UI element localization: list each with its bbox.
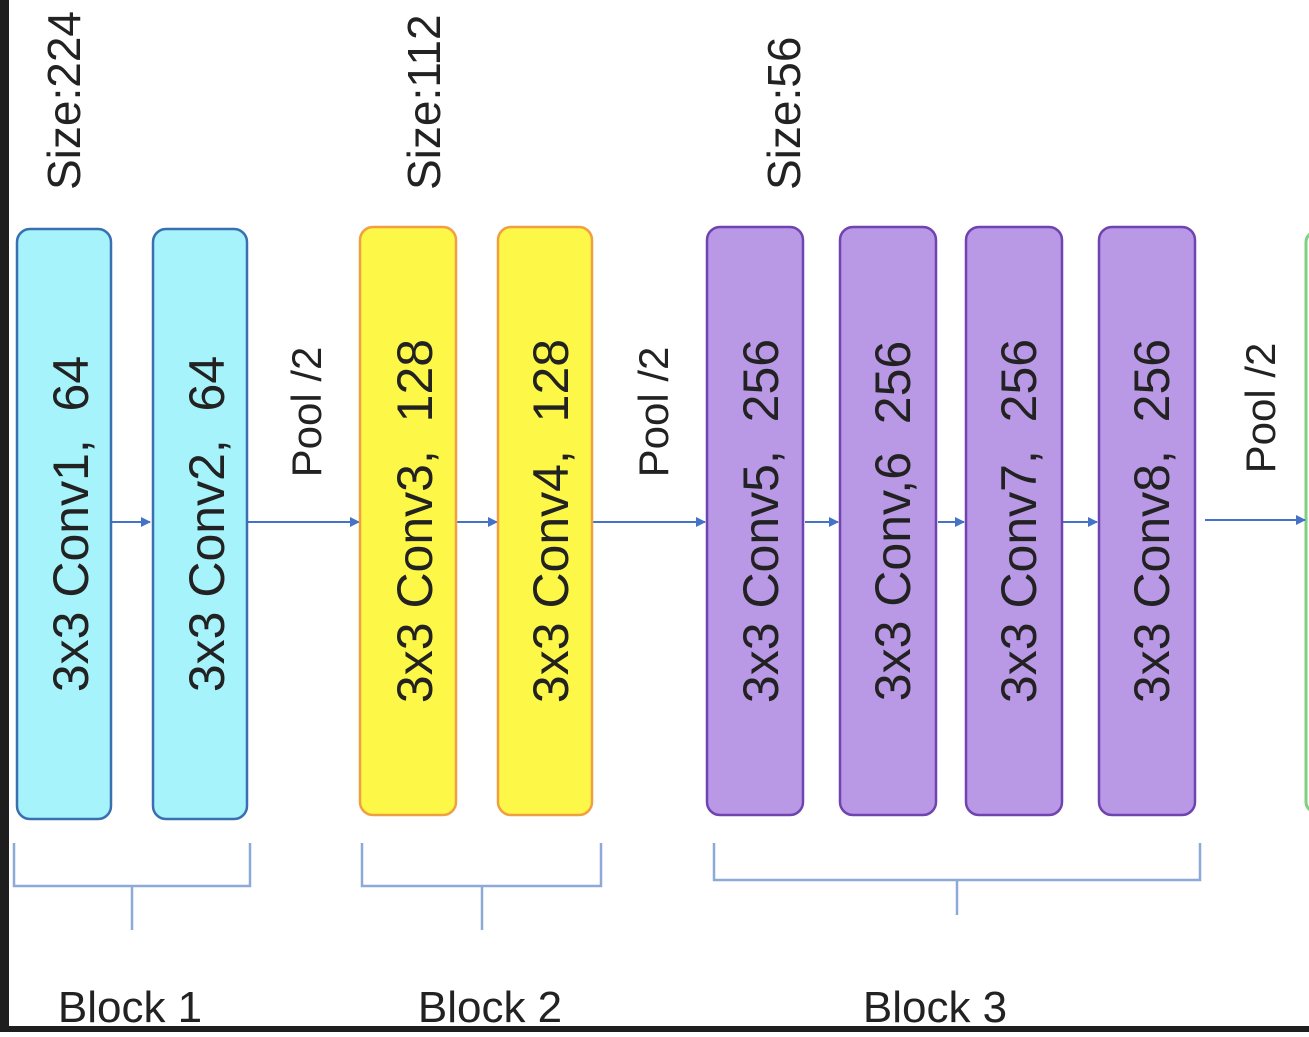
conv1-box	[15, 227, 113, 821]
screenshot-frame-bottom	[0, 1026, 1309, 1032]
pool-label-2: Pool /2	[630, 347, 677, 478]
layer-box-3: 3x3 Conv3, 128	[358, 225, 458, 817]
next-layer-box-partial	[1304, 232, 1309, 812]
conv1-label: 3x3 Conv1, 64	[43, 356, 99, 692]
layer-box-1: 3x3 Conv1, 64	[15, 227, 113, 821]
conv4-box	[496, 225, 594, 817]
size-label-1: Size:224	[38, 11, 90, 190]
size-label-3: Size:56	[758, 37, 810, 190]
conv3-label: 3x3 Conv3, 128	[387, 339, 443, 703]
conv4-label: 3x3 Conv4, 128	[523, 339, 579, 703]
conv8-box	[1097, 225, 1197, 817]
screenshot-frame-left	[0, 0, 9, 1032]
layer-box-6: 3x3 Conv,6 256	[838, 225, 938, 817]
brace-block-2	[360, 843, 603, 930]
conv2-box	[151, 227, 249, 821]
arrow-group	[111, 515, 1306, 527]
size-label-2: Size:112	[398, 14, 450, 190]
layer-box-4: 3x3 Conv4, 128	[496, 225, 594, 817]
brace-group	[12, 843, 1202, 930]
conv6-label: 3x3 Conv,6 256	[865, 341, 921, 701]
brace-block-3	[712, 843, 1202, 915]
block-label-1: Block 1	[58, 983, 202, 1032]
conv7-box	[964, 225, 1064, 817]
conv8-label: 3x3 Conv8, 256	[1124, 339, 1180, 703]
conv5-box	[705, 225, 805, 817]
brace-block-1	[12, 843, 252, 930]
pool-label-3: Pool /2	[1237, 343, 1284, 474]
layer-box-5: 3x3 Conv5, 256	[705, 225, 805, 817]
pool-label-1: Pool /2	[283, 347, 330, 478]
conv3-box	[358, 225, 458, 817]
conv2-label: 3x3 Conv2, 64	[179, 356, 235, 692]
layer-box-8: 3x3 Conv8, 256	[1097, 225, 1197, 817]
block-label-3: Block 3	[863, 983, 1007, 1032]
block-label-2: Block 2	[418, 983, 562, 1032]
layer-box-7: 3x3 Conv7, 256	[964, 225, 1064, 817]
conv7-label: 3x3 Conv7, 256	[991, 339, 1047, 703]
conv5-label: 3x3 Conv5, 256	[733, 339, 789, 703]
conv6-box	[838, 225, 938, 817]
layer-box-2: 3x3 Conv2, 64	[151, 227, 249, 821]
